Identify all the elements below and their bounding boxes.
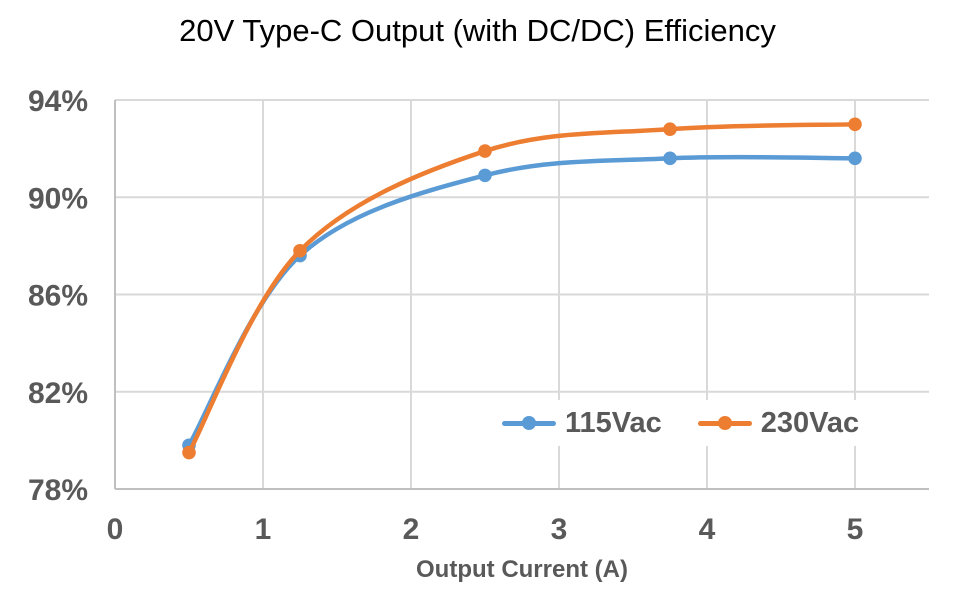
data-marker-115Vac-3.75A — [663, 151, 677, 166]
data-marker-230Vac-3.75A — [663, 122, 677, 136]
y-tick-label-82: 82% — [28, 377, 88, 410]
y-tick-label-90: 90% — [28, 182, 88, 215]
y-tick-label-94: 94% — [28, 85, 88, 118]
y-tick-label-86: 86% — [28, 280, 88, 313]
y-tick-label-78: 78% — [28, 474, 88, 507]
data-marker-115Vac-5A — [848, 151, 862, 166]
x-tick-label-5: 5 — [847, 513, 864, 546]
x-tick-label-3: 3 — [551, 513, 568, 546]
x-tick-label-1: 1 — [255, 513, 272, 546]
x-tick-label-4: 4 — [699, 513, 716, 546]
data-marker-115Vac-2.5A — [478, 168, 492, 183]
data-marker-230Vac-1.25A — [293, 243, 307, 258]
legend-label-230vac: 230Vac — [760, 406, 860, 439]
data-marker-230Vac-5A — [848, 117, 862, 132]
x-tick-label-0: 0 — [107, 513, 124, 546]
x-axis-title: Output Current (A) — [416, 556, 628, 583]
data-marker-230Vac-2.5A — [478, 144, 492, 158]
legend-item-230vac: 230Vac — [697, 406, 860, 440]
legend: 115Vac 230Vac — [490, 400, 872, 446]
legend-line-marker-230vac-icon — [697, 420, 752, 426]
x-tick-label-2: 2 — [403, 513, 420, 546]
legend-item-115vac: 115Vac — [502, 407, 662, 440]
data-marker-230Vac-0.5A — [182, 445, 196, 460]
legend-line-marker-115vac-icon — [502, 420, 556, 426]
legend-label-115vac: 115Vac — [565, 406, 662, 439]
chart-title: 20V Type-C Output (with DC/DC) Efficienc… — [179, 13, 776, 48]
